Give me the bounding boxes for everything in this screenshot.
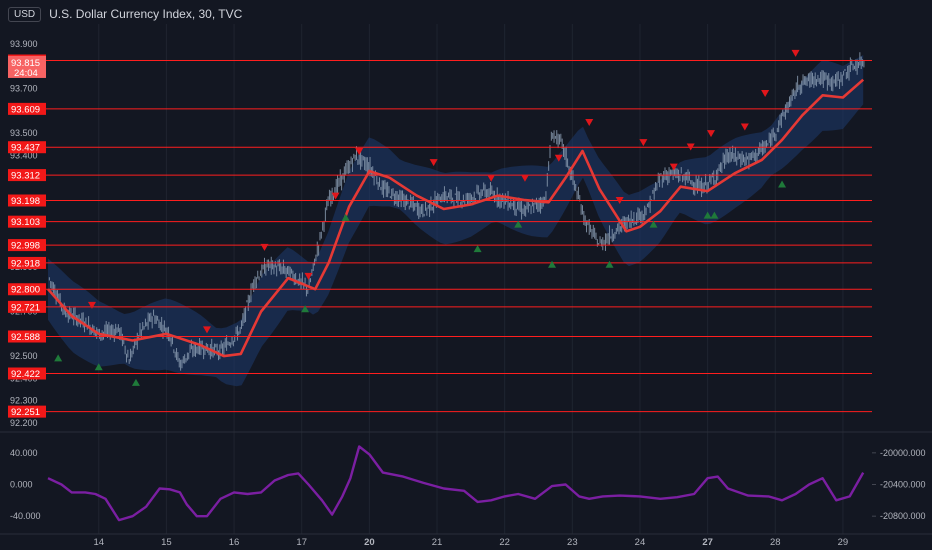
- level-label: 92.588: [11, 332, 40, 343]
- sell-marker: [669, 163, 678, 171]
- x-tick-label: 21: [432, 537, 443, 548]
- sell-marker: [520, 174, 529, 182]
- sell-marker: [554, 154, 563, 162]
- sell-marker: [87, 301, 96, 309]
- y-tick-label: 93.500: [10, 128, 38, 138]
- volatility-band: [48, 55, 864, 387]
- x-tick-label: 15: [161, 537, 172, 548]
- buy-marker: [54, 354, 63, 362]
- chart-header: USD U.S. Dollar Currency Index, 30, TVC: [8, 5, 242, 23]
- osc-right-tick-label: -20000.000: [880, 448, 926, 458]
- moving-average-line: [47, 78, 865, 358]
- buy-marker: [710, 211, 719, 219]
- buy-marker: [514, 220, 523, 228]
- x-tick-label: 29: [838, 537, 849, 548]
- sell-marker: [355, 148, 364, 156]
- buy-marker: [605, 260, 614, 268]
- level-label: 92.422: [11, 369, 40, 380]
- support-resistance-levels: [8, 59, 872, 413]
- buy-marker: [473, 245, 482, 253]
- level-label: 92.800: [11, 285, 40, 296]
- level-label: 93.437: [11, 143, 40, 154]
- x-tick-label: 16: [229, 537, 240, 548]
- signal-markers: [54, 49, 800, 386]
- buy-marker: [301, 305, 310, 313]
- x-tick-label: 24: [635, 537, 646, 548]
- chart-title: U.S. Dollar Currency Index, 30, TVC: [49, 7, 243, 21]
- sell-marker: [740, 123, 749, 131]
- level-label-bg: [8, 405, 46, 418]
- buy-marker: [778, 180, 787, 188]
- level-label: 93.312: [11, 171, 40, 182]
- sell-marker: [761, 90, 770, 98]
- level-label-bg: [8, 300, 46, 313]
- y-tick-label: 92.200: [10, 418, 38, 428]
- level-label: 93.609: [11, 104, 40, 115]
- buy-marker: [131, 378, 140, 386]
- level-label-bg: [8, 256, 46, 269]
- level-label-bg: [8, 367, 46, 380]
- sell-marker: [615, 197, 624, 205]
- sell-marker: [202, 326, 211, 334]
- level-label-bg: [8, 239, 46, 252]
- price-candles: [48, 52, 865, 371]
- x-tick-label: 23: [567, 537, 578, 548]
- buy-marker: [341, 213, 350, 221]
- level-label: 93.103: [11, 217, 40, 228]
- level-label-bg: [8, 194, 46, 207]
- countdown-label: 24:04: [14, 68, 38, 79]
- sell-marker: [331, 192, 340, 200]
- buy-marker: [548, 260, 557, 268]
- y-tick-label: 93.700: [10, 84, 38, 94]
- osc-right-tick-label: -20800.000: [880, 511, 926, 521]
- band-area: [48, 55, 864, 387]
- level-label-bg: [8, 215, 46, 228]
- oscillator-line: [47, 445, 865, 522]
- sell-marker: [585, 119, 594, 127]
- last-price-label: 93.815: [11, 58, 40, 69]
- y-tick-label: 92.500: [10, 351, 38, 361]
- buy-marker: [649, 220, 658, 228]
- currency-badge[interactable]: USD: [8, 6, 42, 22]
- sell-marker: [686, 143, 695, 151]
- sell-marker: [791, 49, 800, 57]
- ma-series-line: [47, 78, 865, 358]
- y-tick-label: 92.300: [10, 396, 38, 406]
- x-tick-label: 27: [702, 537, 713, 548]
- buy-marker: [703, 211, 712, 219]
- buy-marker: [94, 363, 103, 371]
- x-tick-label: 22: [499, 537, 510, 548]
- level-label: 92.721: [11, 302, 40, 313]
- level-labels: 93.82693.60993.43793.31293.19893.10392.9…: [8, 54, 46, 418]
- y-tick-label: 93.400: [10, 150, 38, 160]
- level-label-bg: [8, 283, 46, 296]
- osc-y-tick-label: 40.000: [10, 448, 38, 458]
- oscillator-pane: 40.000 0.000 -40.000 -20000.000 -20400.000 -2…: [10, 445, 926, 522]
- time-axis: 14 15 16 17 20 21 22 23 24 27 28 29: [0, 533, 932, 548]
- level-label: 92.998: [11, 241, 40, 252]
- sell-marker: [304, 272, 313, 280]
- level-label-bg: [8, 102, 46, 115]
- x-tick-label: 14: [93, 537, 104, 548]
- level-label: 92.251: [11, 407, 40, 418]
- sell-marker: [487, 174, 496, 182]
- level-label-bg: [8, 169, 46, 182]
- level-label-bg: [8, 330, 46, 343]
- y-tick-label: 93.900: [10, 39, 38, 49]
- level-label-bg: [8, 141, 46, 154]
- level-label: 92.918: [11, 258, 40, 269]
- osc-y-tick-label: -40.000: [10, 511, 41, 521]
- sell-marker: [707, 130, 716, 138]
- level-label: 93.198: [11, 196, 40, 207]
- sell-marker: [260, 243, 269, 251]
- last-price-tag[interactable]: [8, 55, 46, 78]
- sell-marker: [639, 139, 648, 147]
- osc-right-tick-label: -20400.000: [880, 480, 926, 490]
- x-tick-label: 17: [296, 537, 307, 548]
- sell-marker: [429, 159, 438, 167]
- osc-y-tick-label: 0.000: [10, 480, 33, 490]
- x-tick-label: 20: [364, 537, 375, 548]
- x-tick-label: 28: [770, 537, 781, 548]
